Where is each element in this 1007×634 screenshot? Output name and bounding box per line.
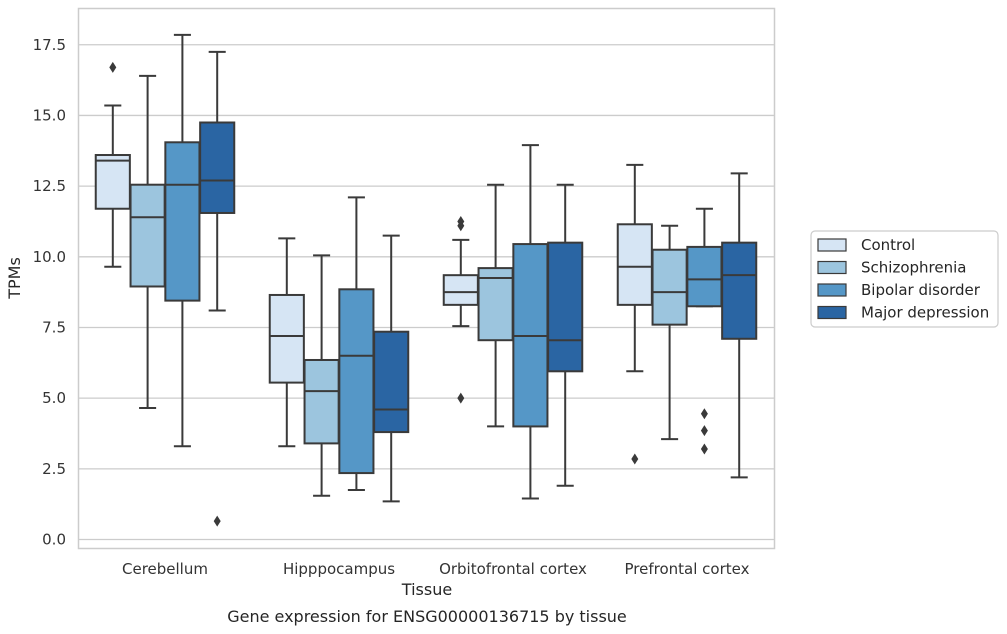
box	[199, 121, 236, 214]
outlier-point	[109, 61, 117, 73]
x-axis: Cerebellum Hipppocampus Orbitofrontal cort…	[122, 560, 750, 578]
box	[373, 330, 410, 434]
legend-swatch	[817, 283, 847, 297]
box	[477, 267, 514, 342]
outlier-point	[700, 425, 708, 437]
box	[616, 223, 653, 306]
box	[442, 274, 479, 306]
plot-area	[94, 33, 758, 527]
box	[651, 248, 688, 326]
y-tick-label: 12.5	[33, 177, 66, 195]
chart-title: Gene expression for ENSG00000136715 by t…	[227, 607, 627, 626]
y-axis: 0.0 2.5 5.0 7.5 10.0 12.5 15.0 17.5	[33, 36, 66, 549]
legend-swatch	[817, 260, 847, 275]
y-tick-label: 0.0	[42, 531, 66, 549]
y-tick-label: 15.0	[33, 106, 66, 124]
legend-label: Bipolar disorder	[861, 281, 981, 299]
outlier-point	[213, 515, 221, 527]
x-tick-label: Hipppocampus	[283, 560, 395, 578]
legend-frame	[810, 230, 999, 328]
legend-label: Schizophrenia	[861, 259, 966, 277]
box	[338, 288, 375, 475]
box	[164, 141, 201, 302]
outlier-point	[700, 408, 708, 420]
plot-frame	[77, 7, 776, 550]
legend-swatch	[817, 305, 847, 320]
outlier-point	[700, 443, 708, 455]
legend-swatch	[817, 238, 847, 252]
y-tick-label: 17.5	[33, 36, 66, 54]
box	[129, 183, 166, 288]
legend-label: Major depression	[861, 304, 989, 322]
outlier-point	[631, 453, 639, 465]
legend: Control Schizophrenia Bipolar disorder Majo…	[810, 230, 999, 328]
outlier-point	[457, 392, 465, 404]
legend-label: Control	[861, 236, 915, 254]
x-tick-label: Prefrontal cortex	[625, 560, 750, 578]
box	[721, 241, 758, 340]
y-axis-label: TPMs	[5, 257, 24, 300]
box	[686, 245, 723, 308]
box	[94, 154, 131, 210]
y-tick-label: 10.0	[33, 248, 66, 266]
x-tick-label: Orbitofrontal cortex	[439, 560, 587, 578]
box	[547, 241, 584, 373]
y-tick-label: 7.5	[42, 318, 66, 336]
x-axis-label: Tissue	[401, 580, 452, 599]
outlier-point	[457, 215, 465, 227]
x-tick-label: Cerebellum	[122, 560, 208, 578]
y-tick-label: 5.0	[42, 389, 66, 407]
box	[303, 358, 340, 445]
box	[268, 293, 305, 384]
y-tick-label: 2.5	[42, 460, 66, 478]
